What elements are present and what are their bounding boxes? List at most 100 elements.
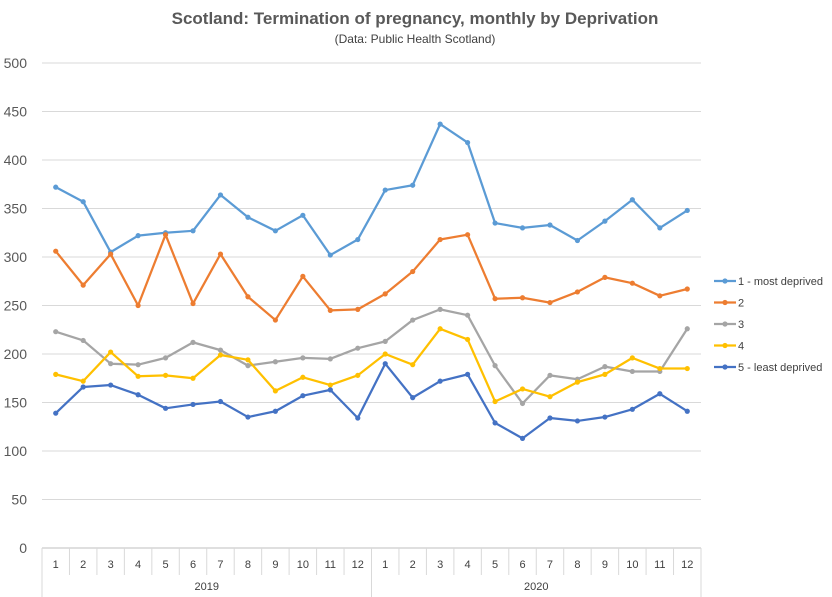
- data-point: [327, 307, 333, 313]
- data-point: [437, 378, 443, 384]
- x-tick-label: 6: [519, 559, 525, 571]
- legend-item: 5 - least deprived: [714, 362, 822, 374]
- data-point: [437, 121, 443, 127]
- legend-item: 1 - most deprived: [714, 276, 823, 288]
- data-point: [465, 139, 471, 146]
- legend-item: 4: [714, 341, 744, 353]
- legend-marker: [722, 342, 728, 349]
- chart-title: Scotland: Termination of pregnancy, mont…: [172, 9, 659, 28]
- data-point: [217, 352, 224, 358]
- y-tick-label: 200: [4, 346, 28, 362]
- data-point: [108, 361, 114, 367]
- data-point: [410, 268, 416, 275]
- data-point: [602, 218, 608, 224]
- data-point: [272, 359, 278, 365]
- y-tick-label: 400: [4, 152, 28, 168]
- data-point: [190, 339, 196, 345]
- x-tick-label: 3: [108, 559, 114, 571]
- data-point: [53, 329, 59, 335]
- data-point: [629, 355, 635, 361]
- legend-marker: [722, 321, 728, 327]
- x-tick-label: 3: [437, 559, 443, 571]
- x-tick-label: 12: [681, 559, 693, 571]
- y-tick-label: 50: [11, 492, 27, 508]
- data-point: [190, 375, 196, 381]
- data-point: [217, 251, 224, 257]
- data-point: [272, 317, 278, 323]
- data-point: [300, 212, 306, 218]
- legend-label: 3: [738, 319, 744, 331]
- data-point: [410, 317, 416, 323]
- data-point: [492, 296, 498, 302]
- legend-label: 4: [738, 341, 744, 353]
- legend-marker: [722, 278, 728, 284]
- data-point: [492, 420, 498, 426]
- x-tick-label: 7: [547, 559, 553, 571]
- x-tick-label: 7: [217, 559, 223, 571]
- data-point: [327, 382, 333, 388]
- data-point: [629, 368, 635, 375]
- data-point: [465, 371, 471, 377]
- data-point: [382, 291, 388, 297]
- data-point: [437, 326, 443, 332]
- data-point: [108, 382, 114, 388]
- data-point: [382, 351, 388, 357]
- data-point: [602, 371, 608, 377]
- data-point: [355, 306, 361, 312]
- data-point: [355, 236, 361, 243]
- x-tick-label: 5: [163, 559, 169, 571]
- y-tick-label: 450: [4, 104, 28, 120]
- data-point: [53, 371, 59, 377]
- data-point: [135, 233, 141, 239]
- data-point: [53, 410, 59, 416]
- data-point: [519, 295, 526, 301]
- legend-marker: [722, 364, 728, 370]
- x-tick-label: 1: [382, 559, 388, 571]
- data-point: [547, 372, 553, 378]
- data-point: [410, 362, 416, 368]
- x-tick-label: 12: [352, 559, 364, 571]
- data-point: [272, 228, 278, 234]
- data-point: [80, 282, 86, 288]
- x-tick-label: 8: [574, 559, 580, 571]
- legend-label: 1 - most deprived: [738, 276, 823, 288]
- data-point: [684, 365, 690, 372]
- x-tick-label: 4: [465, 559, 471, 571]
- data-point: [519, 386, 526, 392]
- year-label: 2020: [524, 581, 548, 593]
- plot-area: [53, 121, 690, 441]
- data-point: [327, 387, 333, 393]
- data-point: [245, 363, 251, 369]
- x-tick-label: 9: [272, 559, 278, 571]
- data-point: [602, 414, 608, 420]
- x-tick-label: 10: [626, 559, 638, 571]
- series-4: [53, 326, 690, 405]
- data-point: [629, 406, 635, 412]
- y-tick-label: 500: [4, 55, 28, 71]
- legend-label: 2: [738, 298, 744, 310]
- data-point: [574, 418, 581, 424]
- data-point: [602, 364, 608, 370]
- data-point: [684, 326, 690, 332]
- y-axis: 0 50 100 150 200 250 300 350 400 450 500: [4, 55, 28, 556]
- data-point: [657, 391, 663, 397]
- data-point: [437, 306, 443, 312]
- data-point: [272, 408, 278, 414]
- series-5: [53, 361, 690, 441]
- data-point: [80, 378, 86, 384]
- data-point: [217, 192, 224, 198]
- data-point: [190, 228, 196, 234]
- y-tick-label: 250: [4, 298, 28, 314]
- x-tick-label: 2: [80, 559, 86, 571]
- series-line: [54, 233, 689, 322]
- data-point: [162, 355, 169, 361]
- data-point: [547, 222, 553, 228]
- x-tick-label: 5: [492, 559, 498, 571]
- legend-marker: [722, 299, 728, 306]
- y-tick-label: 0: [19, 540, 27, 556]
- data-point: [382, 338, 388, 344]
- series-line: [54, 362, 689, 440]
- x-tick-label: 11: [325, 559, 336, 571]
